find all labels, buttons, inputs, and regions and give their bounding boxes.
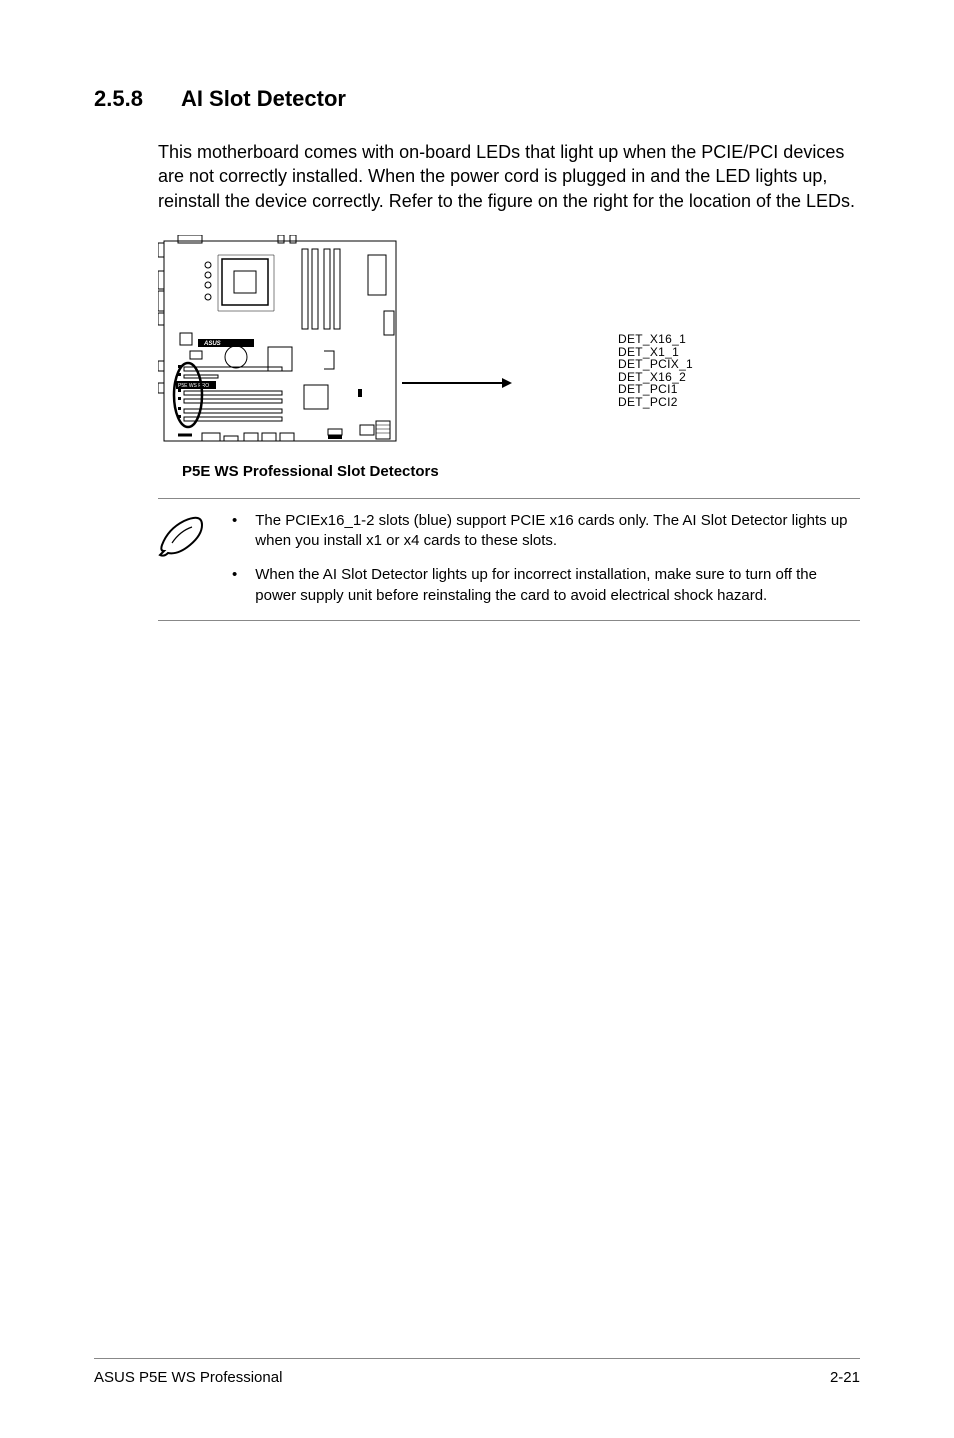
arrow-icon <box>402 377 512 389</box>
asus-logo-text: ASUS <box>203 341 221 347</box>
note-text: The PCIEx16_1-2 slots (blue) support PCI… <box>255 511 860 552</box>
page-footer: ASUS P5E WS Professional 2-21 <box>94 1358 860 1386</box>
note-text: When the AI Slot Detector lights up for … <box>255 565 860 606</box>
bullet-icon: • <box>232 511 237 552</box>
note-item: • The PCIEx16_1-2 slots (blue) support P… <box>232 511 860 552</box>
section-title: AI Slot Detector <box>181 86 346 111</box>
intro-paragraph: This motherboard comes with on-board LED… <box>158 140 860 213</box>
det-label: DET_X16_1 <box>618 333 693 346</box>
bullet-icon: • <box>232 565 237 606</box>
det-label-list: DET_X16_1 DET_X1_1 DET_PCIX_1 DET_X16_2 … <box>618 333 693 409</box>
det-label: DET_PCIX_1 <box>618 358 693 371</box>
notes-block: • The PCIEx16_1-2 slots (blue) support P… <box>158 498 860 621</box>
footer-right: 2-21 <box>830 1369 860 1386</box>
note-item: • When the AI Slot Detector lights up fo… <box>232 565 860 606</box>
diagram-caption: P5E WS Professional Slot Detectors <box>182 463 860 480</box>
motherboard-diagram: ASUS P5E WS PRO <box>158 235 860 455</box>
board-model-label: P5E WS PRO <box>178 383 209 389</box>
note-icon <box>158 515 206 606</box>
section-heading: 2.5.8 AI Slot Detector <box>94 86 860 112</box>
note-list: • The PCIEx16_1-2 slots (blue) support P… <box>232 511 860 606</box>
det-label: DET_PCI2 <box>618 396 693 409</box>
motherboard-svg: ASUS P5E WS PRO <box>158 235 402 455</box>
section-number: 2.5.8 <box>94 86 143 112</box>
footer-left: ASUS P5E WS Professional <box>94 1369 282 1386</box>
